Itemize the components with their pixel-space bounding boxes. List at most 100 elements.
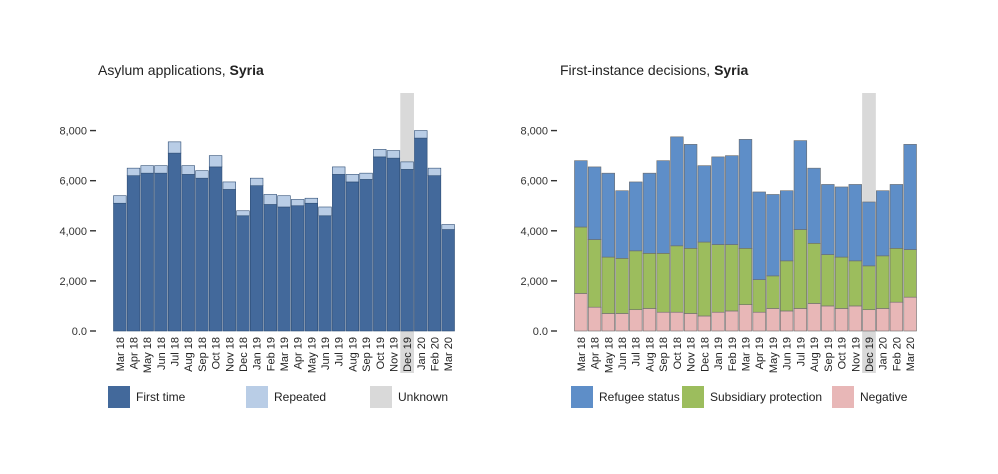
left-bar-repeated-nov-19[interactable]: [386, 150, 401, 159]
right-bar-negative-may-19[interactable]: [766, 308, 780, 332]
left-bar-repeated-aug-18[interactable]: [181, 165, 195, 175]
left-bar-repeated-apr-18[interactable]: [126, 167, 141, 176]
left-bar-repeated-jun-18[interactable]: [154, 165, 168, 174]
left-legend-unknown[interactable]: Unknown: [370, 386, 448, 408]
left-bar-repeated-sep-18[interactable]: [195, 170, 209, 179]
right-bar-negative-jul-18[interactable]: [629, 309, 643, 332]
left-bar-repeated-may-18[interactable]: [140, 165, 154, 174]
right-bar-subsidiary-protection-feb-19[interactable]: [725, 244, 739, 312]
right-bar-subsidiary-protection-jul-18[interactable]: [629, 250, 643, 311]
right-bar-refugee-status-may-19[interactable]: [766, 194, 780, 277]
right-legend-refugee[interactable]: Refugee status: [571, 386, 680, 408]
right-bar-refugee-status-nov-18[interactable]: [683, 144, 698, 249]
right-bar-subsidiary-protection-may-18[interactable]: [601, 256, 615, 314]
right-bar-refugee-status-sep-19[interactable]: [821, 184, 835, 255]
right-bar-negative-mar-18[interactable]: [574, 293, 588, 332]
left-bar-repeated-may-19[interactable]: [304, 197, 318, 204]
right-bar-negative-dec-18[interactable]: [697, 315, 711, 332]
right-bar-subsidiary-protection-nov-18[interactable]: [683, 248, 698, 314]
left-bar-repeated-sep-19[interactable]: [359, 172, 373, 180]
right-bar-refugee-status-mar-20[interactable]: [903, 144, 917, 250]
right-bar-subsidiary-protection-mar-19[interactable]: [738, 248, 753, 305]
right-bar-negative-jul-19[interactable]: [793, 308, 808, 332]
right-bar-negative-may-18[interactable]: [601, 313, 615, 332]
right-bar-subsidiary-protection-apr-18[interactable]: [587, 239, 602, 308]
left-legend-first-time[interactable]: First time: [108, 386, 185, 408]
left-bar-repeated-jul-18[interactable]: [167, 141, 182, 154]
right-bar-subsidiary-protection-apr-19[interactable]: [752, 279, 766, 313]
right-bar-refugee-status-jan-19[interactable]: [711, 156, 725, 245]
right-bar-negative-sep-19[interactable]: [821, 305, 835, 332]
right-bar-negative-jun-19[interactable]: [779, 310, 794, 332]
right-bar-negative-aug-18[interactable]: [642, 308, 657, 332]
right-bar-refugee-status-dec-19[interactable]: [862, 201, 876, 267]
right-bar-subsidiary-protection-dec-18[interactable]: [697, 241, 711, 317]
right-bar-subsidiary-protection-jun-19[interactable]: [779, 260, 794, 312]
left-bar-repeated-jul-19[interactable]: [332, 166, 346, 175]
left-bar-repeated-apr-19[interactable]: [291, 199, 305, 207]
right-bar-negative-apr-19[interactable]: [752, 311, 766, 332]
right-bar-negative-jan-20[interactable]: [876, 308, 890, 332]
left-bar-repeated-nov-18[interactable]: [222, 181, 236, 190]
right-bar-subsidiary-protection-jun-18[interactable]: [615, 258, 629, 314]
left-legend-repeated[interactable]: Repeated: [246, 386, 326, 408]
right-bar-negative-nov-18[interactable]: [683, 313, 698, 332]
left-bar-repeated-mar-18[interactable]: [113, 195, 127, 204]
right-bar-refugee-status-mar-18[interactable]: [574, 160, 588, 228]
right-bar-negative-dec-19[interactable]: [862, 309, 876, 332]
right-bar-subsidiary-protection-sep-18[interactable]: [656, 253, 670, 313]
right-bar-negative-aug-19[interactable]: [807, 303, 821, 332]
right-legend-subsidiary[interactable]: Subsidiary protection: [682, 386, 822, 408]
right-bar-subsidiary-protection-sep-19[interactable]: [821, 254, 835, 307]
right-bar-refugee-status-jul-18[interactable]: [629, 181, 643, 252]
right-legend-negative[interactable]: Negative: [832, 386, 907, 408]
right-bar-negative-mar-20[interactable]: [903, 296, 917, 332]
right-bar-negative-feb-19[interactable]: [725, 310, 739, 332]
right-bar-refugee-status-aug-18[interactable]: [642, 172, 657, 254]
right-bar-negative-nov-19[interactable]: [848, 305, 862, 332]
right-bar-subsidiary-protection-aug-18[interactable]: [642, 253, 657, 309]
right-bar-refugee-status-feb-19[interactable]: [725, 155, 739, 245]
right-bar-refugee-status-oct-18[interactable]: [670, 136, 684, 247]
left-bar-repeated-dec-19[interactable]: [400, 161, 414, 170]
left-bar-repeated-feb-20[interactable]: [427, 167, 442, 176]
left-bar-repeated-jan-20[interactable]: [414, 130, 428, 139]
left-bar-repeated-jun-19[interactable]: [318, 206, 332, 217]
right-bar-refugee-status-jul-19[interactable]: [793, 140, 808, 230]
right-bar-refugee-status-jun-18[interactable]: [615, 190, 629, 259]
left-bar-repeated-aug-19[interactable]: [345, 174, 360, 183]
right-bar-refugee-status-sep-18[interactable]: [656, 160, 670, 254]
left-bar-repeated-oct-18[interactable]: [208, 155, 223, 168]
left-bar-repeated-mar-19[interactable]: [277, 195, 291, 208]
right-bar-negative-jun-18[interactable]: [615, 313, 629, 332]
right-bar-negative-jan-19[interactable]: [711, 311, 725, 332]
right-bar-negative-apr-18[interactable]: [587, 306, 602, 332]
right-bar-refugee-status-mar-19[interactable]: [738, 139, 753, 249]
right-bar-subsidiary-protection-mar-18[interactable]: [574, 226, 588, 294]
right-bar-subsidiary-protection-jul-19[interactable]: [793, 229, 808, 309]
right-bar-negative-oct-18[interactable]: [670, 311, 684, 332]
right-bar-subsidiary-protection-mar-20[interactable]: [903, 249, 917, 298]
right-bar-subsidiary-protection-jan-19[interactable]: [711, 244, 725, 313]
right-bar-refugee-status-oct-19[interactable]: [834, 186, 849, 258]
right-bar-refugee-status-feb-20[interactable]: [889, 184, 904, 249]
right-bar-refugee-status-nov-19[interactable]: [848, 184, 862, 262]
right-bar-subsidiary-protection-feb-20[interactable]: [889, 248, 904, 303]
left-bar-repeated-jan-19[interactable]: [250, 177, 264, 186]
right-bar-subsidiary-protection-may-19[interactable]: [766, 275, 780, 309]
right-bar-refugee-status-apr-19[interactable]: [752, 191, 766, 280]
right-bar-subsidiary-protection-dec-19[interactable]: [862, 265, 876, 311]
right-bar-subsidiary-protection-oct-19[interactable]: [834, 256, 849, 309]
right-bar-refugee-status-aug-19[interactable]: [807, 167, 821, 244]
left-bar-repeated-feb-19[interactable]: [263, 194, 277, 205]
right-bar-refugee-status-jan-20[interactable]: [876, 190, 890, 257]
right-bar-refugee-status-jun-19[interactable]: [779, 190, 794, 262]
left-bar-repeated-oct-19[interactable]: [373, 149, 387, 158]
right-bar-negative-feb-20[interactable]: [889, 301, 904, 332]
right-bar-refugee-status-dec-18[interactable]: [697, 165, 711, 243]
right-bar-subsidiary-protection-oct-18[interactable]: [670, 245, 684, 313]
left-bar-repeated-mar-20[interactable]: [441, 224, 455, 230]
right-bar-subsidiary-protection-aug-19[interactable]: [807, 243, 821, 304]
right-bar-refugee-status-may-18[interactable]: [601, 172, 615, 258]
right-bar-negative-oct-19[interactable]: [834, 308, 849, 332]
